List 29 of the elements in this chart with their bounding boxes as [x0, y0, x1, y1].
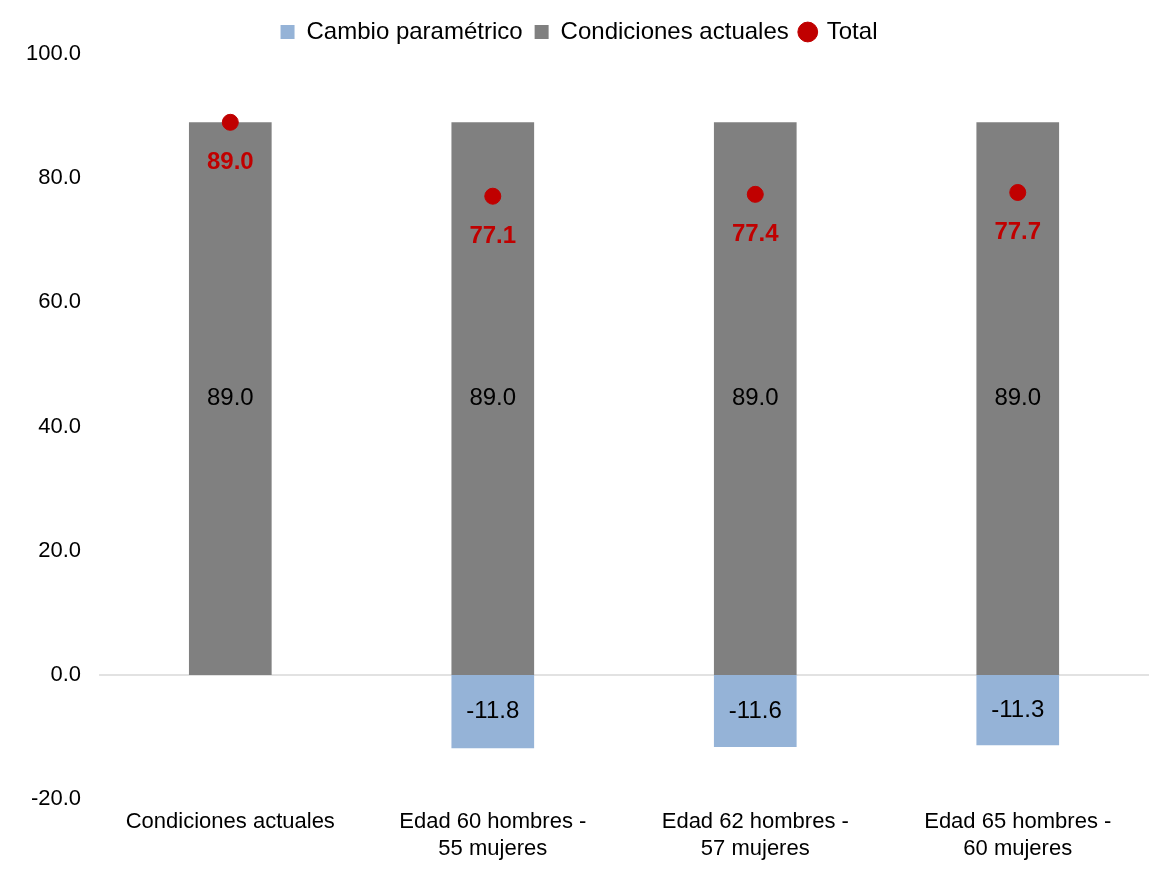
x-tick-label: Condiciones actuales [125, 808, 335, 834]
x-tick-label: Edad 62 hombres - 57 mujeres [661, 808, 849, 860]
data-label: -11.8 [466, 696, 520, 724]
data-label: -11.3 [991, 694, 1045, 722]
data-label: 77.4 [731, 218, 780, 246]
data-label: 77.1 [469, 220, 517, 248]
y-tick-label: 20.0 [38, 536, 82, 562]
data-label: 89.0 [469, 383, 517, 411]
y-tick-label: 100.0 [25, 40, 82, 66]
data-label: 77.7 [994, 217, 1042, 245]
y-tick-label: -20.0 [30, 785, 82, 811]
legend-label: Cambio paramétrico [306, 16, 523, 44]
legend-label: Condiciones actuales [560, 16, 789, 44]
y-tick-label: 80.0 [38, 164, 82, 190]
point [1009, 183, 1027, 201]
legend-label: Total [826, 16, 878, 44]
y-tick-label: 0.0 [50, 661, 82, 687]
data-label: 89.0 [994, 383, 1042, 411]
y-tick-label: 40.0 [38, 412, 82, 438]
data-label: 89.0 [731, 383, 779, 411]
data-label: -11.6 [728, 695, 782, 723]
point [484, 187, 502, 205]
data-label: 89.0 [206, 146, 254, 174]
point [221, 113, 239, 131]
y-tick-label: 60.0 [38, 288, 82, 314]
data-label: 89.0 [206, 383, 254, 411]
x-tick-label: Edad 65 hombres - 60 mujeres [924, 808, 1112, 860]
x-tick-label: Edad 60 hombres - 55 mujeres [399, 808, 587, 860]
point [746, 185, 764, 203]
